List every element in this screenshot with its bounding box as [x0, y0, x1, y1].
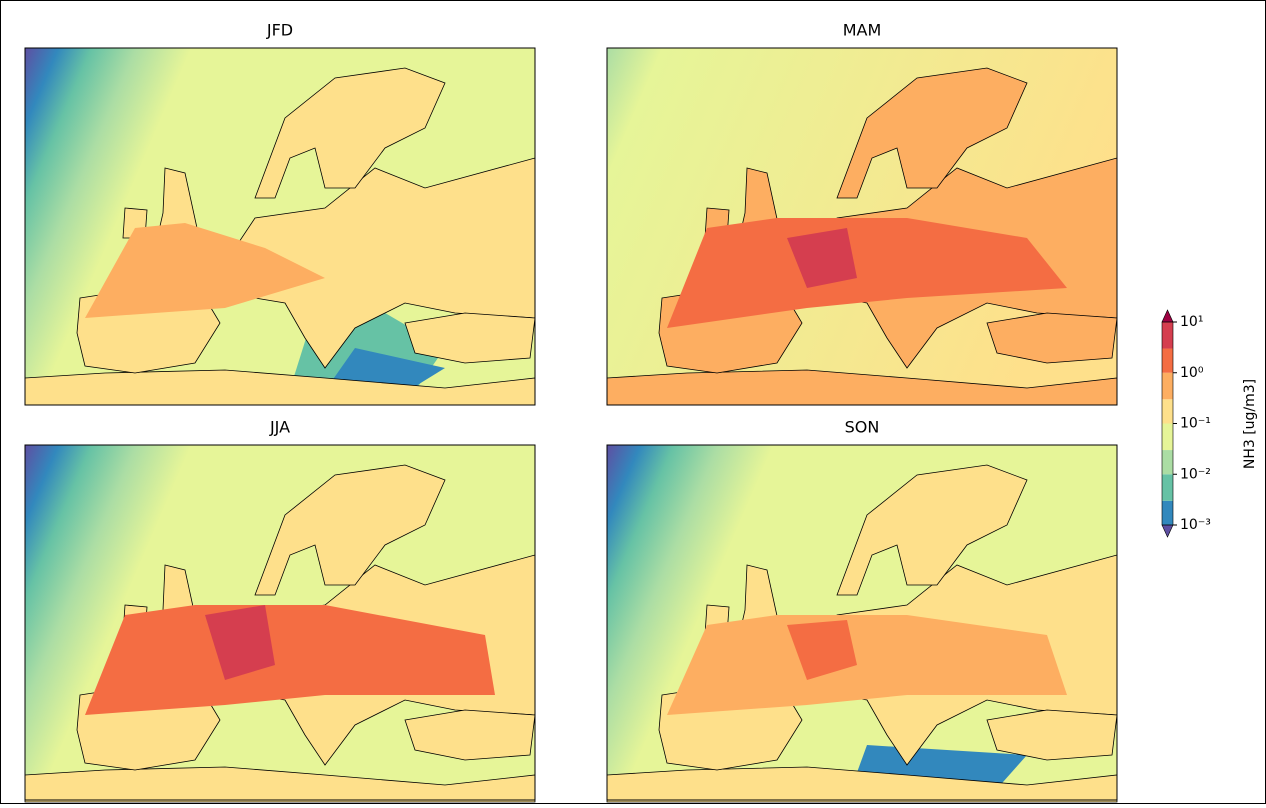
colorbar-tick-label: 10⁻¹	[1180, 416, 1211, 432]
colorbar-bin	[1162, 399, 1173, 423]
colorbar-tick-label: 10⁻³	[1180, 517, 1211, 533]
panel-title: JJA	[269, 418, 290, 437]
panel-title: SON	[845, 418, 880, 437]
colorbar-bin	[1162, 322, 1173, 349]
map-panel	[607, 445, 1117, 802]
map-panel	[25, 445, 535, 802]
colorbar-tick-label: 10¹	[1180, 314, 1203, 330]
panel-title: JFD	[266, 21, 293, 40]
colorbar-over	[1162, 310, 1173, 322]
panel-title: MAM	[843, 21, 882, 40]
colorbar-bin	[1162, 501, 1173, 525]
colorbar-tick-label: 10⁻²	[1180, 466, 1211, 482]
colorbar-bin	[1162, 373, 1173, 400]
colorbar-bin	[1162, 349, 1173, 373]
colorbar-label: NH3 [ug/m3]	[1242, 379, 1258, 469]
map-panel	[25, 48, 535, 405]
colorbar-bin	[1162, 474, 1173, 501]
colorbar-tick-label: 10⁰	[1180, 365, 1204, 381]
map-panel	[607, 48, 1117, 405]
figure: JFD MAM JJA SON NH3 [ug/m3] 10¹ 10⁰ 10⁻¹ 10…	[0, 0, 1266, 804]
colorbar-under	[1162, 525, 1173, 537]
colorbar-bin	[1162, 424, 1173, 451]
colorbar-bin	[1162, 450, 1173, 474]
